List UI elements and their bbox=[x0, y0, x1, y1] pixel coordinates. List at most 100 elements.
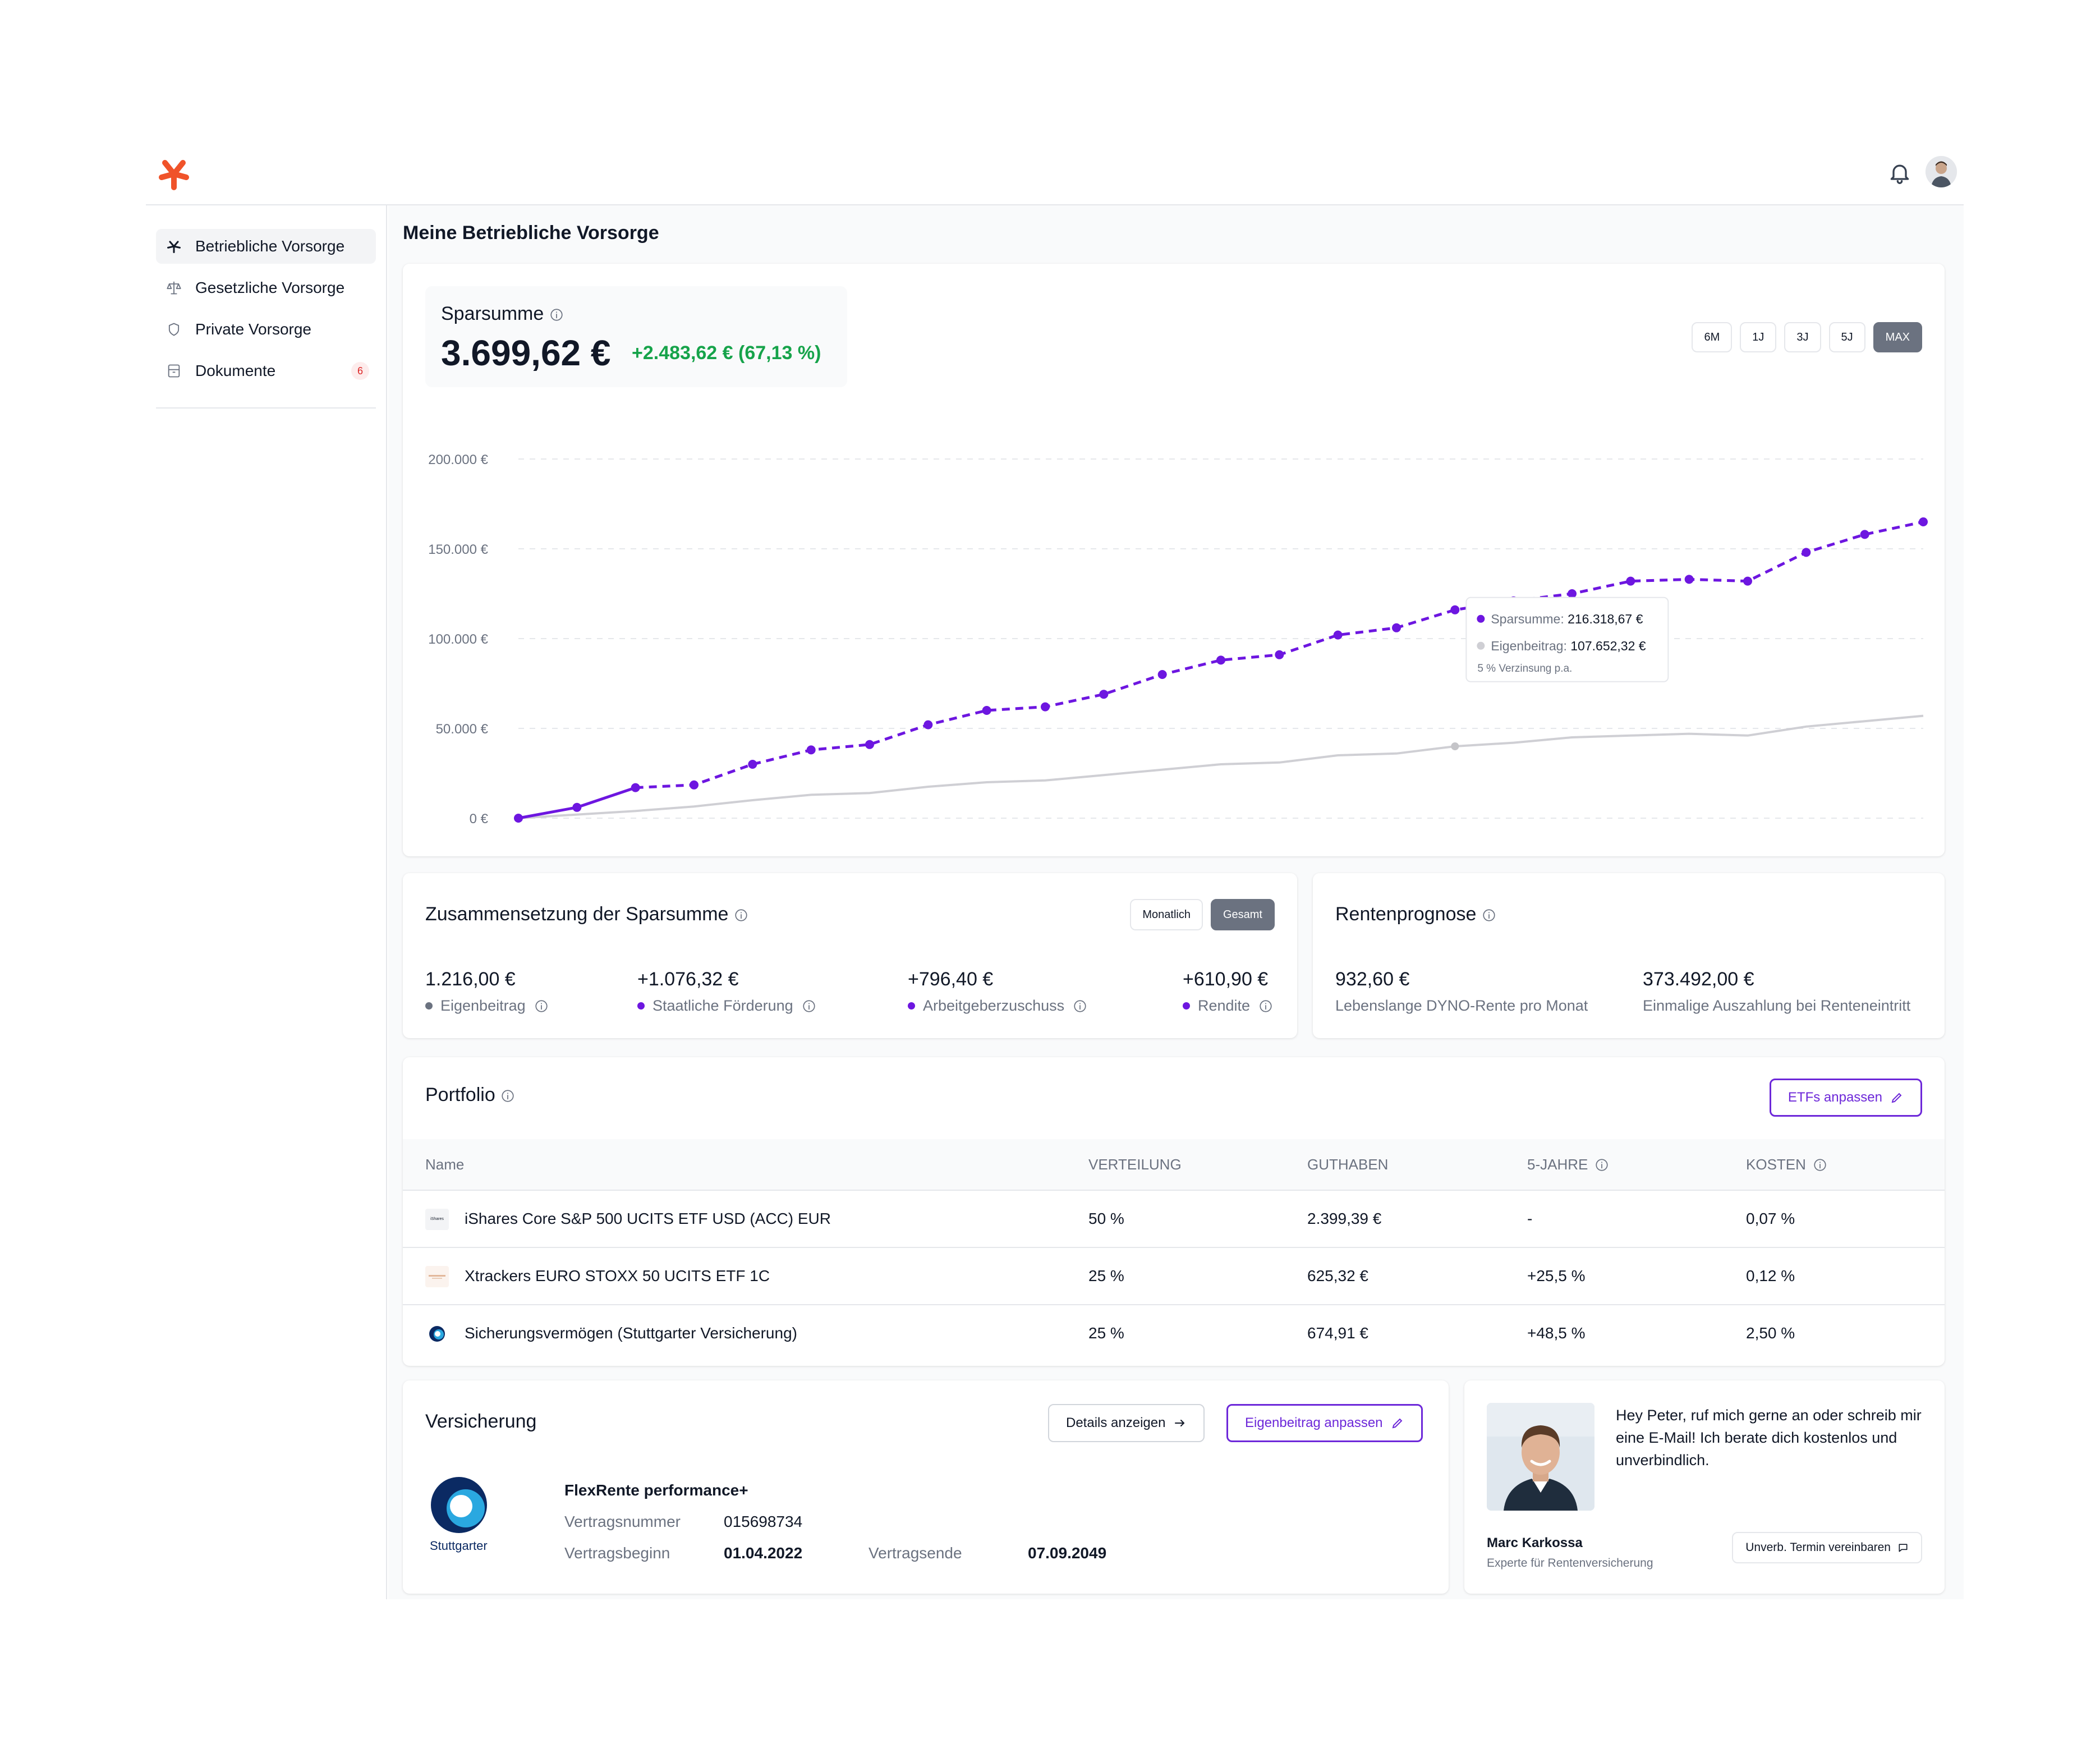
portfolio-table-header: Name VERTEILUNG GUTHABEN 5-JAHRE KOSTEN bbox=[403, 1139, 1945, 1191]
adjust-contribution-button[interactable]: Eigenbeitrag anpassen bbox=[1226, 1404, 1423, 1442]
arrow-right-icon bbox=[1175, 1420, 1185, 1426]
range-max-button[interactable]: MAX bbox=[1873, 322, 1922, 352]
tooltip-note: 5 % Verzinsung p.a. bbox=[1477, 663, 1572, 675]
advisor-name: Marc Karkossa bbox=[1487, 1535, 1583, 1550]
sidebar-item-betriebliche-vorsorge[interactable]: Betriebliche Vorsorge bbox=[156, 229, 376, 264]
series-point-eigenbeitrag-hover bbox=[1451, 742, 1459, 750]
sidebar-item-private-vorsorge[interactable]: Private Vorsorge bbox=[156, 312, 376, 347]
stat-staatliche-foerderung: +1.076,32 € Staatliche Förderung bbox=[637, 969, 816, 1015]
legend-dot bbox=[908, 1002, 915, 1010]
info-icon[interactable] bbox=[1813, 1158, 1827, 1172]
asterisk-icon bbox=[167, 241, 181, 254]
brand-logo-icon[interactable] bbox=[157, 157, 191, 191]
savings-label: Sparsumme bbox=[441, 303, 564, 325]
info-icon[interactable] bbox=[500, 1089, 515, 1103]
info-icon[interactable] bbox=[1482, 908, 1496, 923]
fund-balance: 674,91 € bbox=[1307, 1324, 1368, 1342]
archive-icon bbox=[168, 364, 180, 378]
composition-title-text: Zusammensetzung der Sparsumme bbox=[425, 903, 729, 925]
edit-etfs-button[interactable]: ETFs anpassen bbox=[1769, 1079, 1922, 1117]
legend-dot bbox=[425, 1002, 433, 1010]
series-point-sparsumme bbox=[1684, 575, 1694, 584]
fund-cost: 0,12 % bbox=[1746, 1267, 1795, 1284]
series-point-sparsumme bbox=[1860, 530, 1869, 539]
fund-five-year: +48,5 % bbox=[1527, 1324, 1586, 1342]
series-point-sparsumme bbox=[1802, 548, 1811, 557]
table-row[interactable]: iShares iShares Core S&P 500 UCITS ETF U… bbox=[403, 1191, 1945, 1248]
details-button[interactable]: Details anzeigen bbox=[1048, 1404, 1205, 1442]
adjust-contribution-label: Eigenbeitrag anpassen bbox=[1245, 1415, 1383, 1430]
y-tick-label: 200.000 € bbox=[428, 452, 488, 467]
savings-line-chart[interactable]: 200.000 €150.000 €100.000 €50.000 €0 €Ap… bbox=[403, 415, 1945, 842]
stat-label: Einmalige Auszahlung bei Renteneintritt bbox=[1643, 997, 1911, 1014]
col-kosten[interactable]: KOSTEN bbox=[1746, 1156, 1827, 1173]
top-bar bbox=[146, 140, 1964, 205]
info-icon[interactable] bbox=[1258, 999, 1273, 1013]
col-name[interactable]: Name bbox=[425, 1156, 465, 1173]
stat-label: Lebenslange DYNO-Rente pro Monat bbox=[1335, 997, 1588, 1014]
chart-tooltip: Sparsumme: 216.318,67 € Eigenbeitrag: 107… bbox=[1465, 597, 1669, 682]
series-point-sparsumme bbox=[865, 740, 874, 749]
info-icon[interactable] bbox=[1594, 1158, 1609, 1172]
series-point-sparsumme bbox=[631, 783, 640, 792]
series-point-sparsumme bbox=[1743, 576, 1752, 586]
range-6m-button[interactable]: 6M bbox=[1692, 322, 1733, 352]
contract-start: 01.04.2022 bbox=[724, 1544, 803, 1562]
series-point-sparsumme bbox=[1919, 517, 1928, 526]
info-icon[interactable] bbox=[549, 308, 564, 322]
range-1j-button[interactable]: 1J bbox=[1740, 322, 1777, 352]
stat-value: 373.492,00 € bbox=[1643, 969, 1754, 990]
series-point-sparsumme bbox=[1216, 655, 1225, 665]
tooltip-line-eigenbeitrag: Eigenbeitrag: 107.652,32 € bbox=[1491, 639, 1646, 653]
insurer-logo: Stuttgarter bbox=[425, 1476, 498, 1554]
user-avatar[interactable] bbox=[1926, 156, 1957, 187]
book-appointment-label: Unverb. Termin vereinbaren bbox=[1745, 1541, 1891, 1554]
tooltip-box bbox=[1465, 597, 1669, 682]
xtrackers-logo bbox=[425, 1266, 449, 1287]
savings-kpi: Sparsumme 3.699,62 € +2.483,62 € (67,13 … bbox=[425, 286, 847, 387]
info-icon[interactable] bbox=[802, 999, 816, 1013]
advisor-card: Hey Peter, ruf mich gerne an oder schrei… bbox=[1464, 1380, 1945, 1594]
range-3j-button[interactable]: 3J bbox=[1784, 322, 1821, 352]
table-row[interactable]: Sicherungsvermögen (Stuttgarter Versiche… bbox=[403, 1305, 1945, 1362]
info-icon[interactable] bbox=[734, 908, 748, 923]
forecast-title: Rentenprognose bbox=[1335, 903, 1496, 925]
info-icon[interactable] bbox=[1073, 999, 1087, 1013]
stat-value: 1.216,00 € bbox=[425, 969, 516, 990]
series-point-sparsumme bbox=[514, 814, 523, 823]
range-5j-button[interactable]: 5J bbox=[1828, 322, 1865, 352]
sidebar-item-dokumente[interactable]: Dokumente 6 bbox=[156, 354, 376, 388]
stuttgarter-logo-icon bbox=[431, 1477, 487, 1533]
chat-icon bbox=[1899, 1544, 1908, 1552]
series-point-sparsumme bbox=[806, 745, 816, 755]
toggle-gesamt-button[interactable]: Gesamt bbox=[1210, 899, 1275, 930]
col-verteilung[interactable]: VERTEILUNG bbox=[1088, 1156, 1182, 1173]
tooltip-dot-sparsumme bbox=[1477, 614, 1485, 623]
col-5-jahre[interactable]: 5-JAHRE bbox=[1527, 1156, 1609, 1173]
info-icon[interactable] bbox=[534, 999, 549, 1013]
savings-delta: +2.483,62 € (67,13 %) bbox=[632, 342, 821, 364]
ishares-logo: iShares bbox=[425, 1209, 449, 1230]
y-tick-label: 150.000 € bbox=[428, 542, 488, 557]
stat-label: Eigenbeitrag bbox=[425, 997, 549, 1015]
contract-number: 015698734 bbox=[724, 1513, 803, 1530]
toggle-monatlich-button[interactable]: Monatlich bbox=[1130, 899, 1203, 930]
contract-end-label: Vertragsende bbox=[869, 1544, 962, 1562]
sidebar-item-label: Private Vorsorge bbox=[195, 320, 311, 338]
range-selector: 6M 1J 3J 5J MAX bbox=[1692, 322, 1922, 352]
col-5-jahre-label: 5-JAHRE bbox=[1527, 1156, 1588, 1173]
series-point-sparsumme bbox=[1450, 605, 1460, 614]
bell-icon[interactable] bbox=[1887, 160, 1912, 185]
stat-label-text: Arbeitgeberzuschuss bbox=[923, 997, 1065, 1014]
stat-value: 932,60 € bbox=[1335, 969, 1410, 990]
sidebar-item-gesetzliche-vorsorge[interactable]: Gesetzliche Vorsorge bbox=[156, 270, 376, 305]
col-kosten-label: KOSTEN bbox=[1746, 1156, 1806, 1173]
table-row[interactable]: Xtrackers EURO STOXX 50 UCITS ETF 1C 25 … bbox=[403, 1248, 1945, 1305]
book-appointment-button[interactable]: Unverb. Termin vereinbaren bbox=[1732, 1532, 1922, 1563]
insurance-card: Versicherung Details anzeigen Eigenbeitr… bbox=[403, 1380, 1449, 1594]
series-point-sparsumme bbox=[1333, 630, 1343, 640]
shield-icon bbox=[168, 323, 180, 336]
col-guthaben[interactable]: GUTHABEN bbox=[1307, 1156, 1389, 1173]
stat-value: +796,40 € bbox=[908, 969, 994, 990]
